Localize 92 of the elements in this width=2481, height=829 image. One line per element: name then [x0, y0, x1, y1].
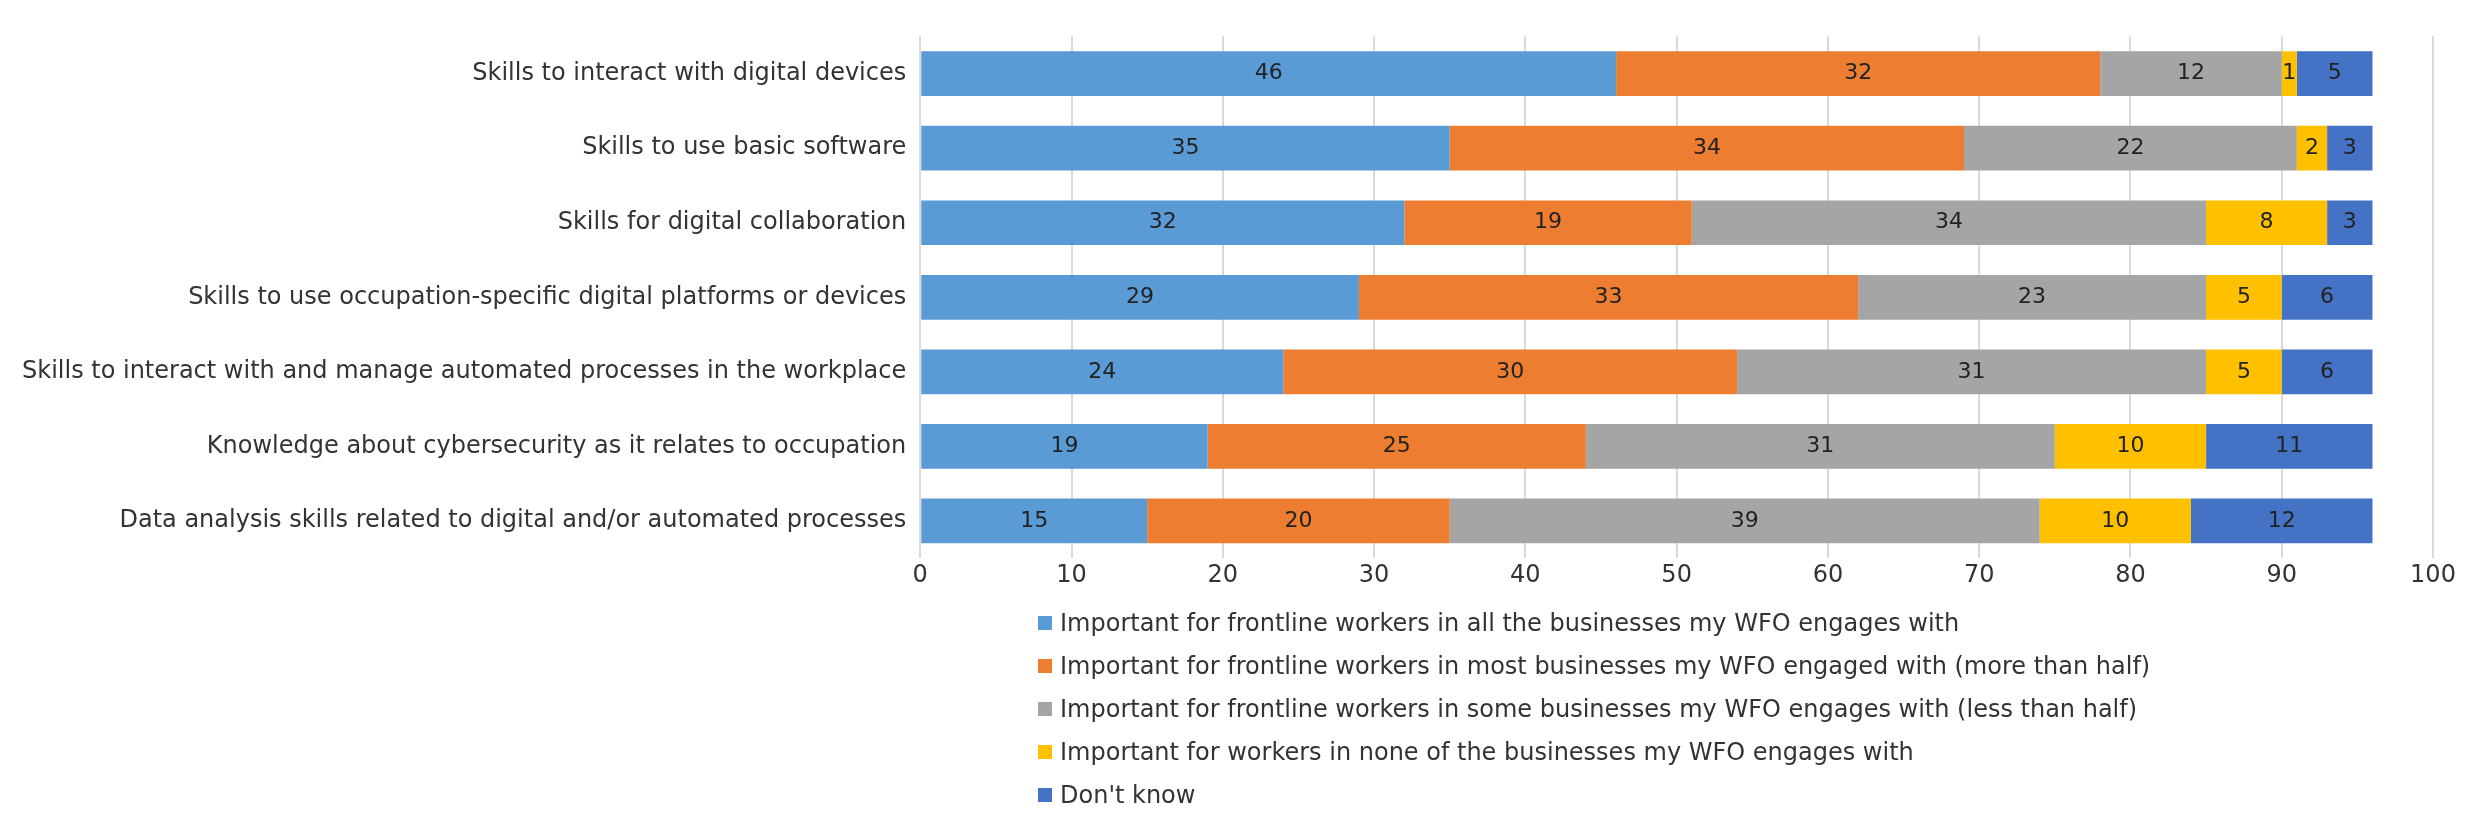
data-label: 6	[2320, 357, 2335, 383]
bar	[921, 200, 1405, 246]
x-tick-label: 60	[1812, 559, 1844, 588]
y-tick-label: Skills to interact with and manage automated processes in the workplace	[22, 356, 907, 385]
data-label: 34	[1934, 208, 1963, 234]
bar	[2190, 498, 2373, 544]
x-tick-label: 30	[1358, 559, 1390, 588]
bar	[1358, 274, 1859, 320]
bar	[2100, 51, 2282, 97]
bar	[2296, 51, 2373, 97]
data-label: 10	[2101, 506, 2130, 532]
data-label: 30	[1496, 357, 1525, 383]
bar	[2327, 125, 2373, 171]
bar	[921, 51, 1617, 97]
bar	[2206, 349, 2282, 395]
x-tick-label: 50	[1661, 559, 1692, 588]
data-label: 33	[1594, 283, 1623, 309]
x-tick-label: 70	[1963, 559, 1995, 588]
legend-label: Important for frontline workers in some businesses my WFO engages with (less than half)	[1060, 694, 2138, 723]
bar	[2039, 498, 2191, 544]
bar	[2206, 274, 2282, 320]
data-label: 12	[2176, 59, 2205, 85]
bar	[921, 274, 1359, 320]
bar	[921, 498, 1148, 544]
y-tick-label: Skills to interact with digital devices	[472, 57, 907, 86]
legend-label: Important for workers in none of the businesses my WFO engages with	[1060, 737, 1914, 766]
data-label: 8	[2259, 208, 2274, 234]
bar	[2281, 349, 2373, 395]
data-label: 3	[2342, 208, 2357, 234]
bar	[2206, 424, 2373, 469]
x-tick-label: 20	[1207, 559, 1239, 588]
data-label: 31	[1806, 432, 1835, 458]
y-tick-label: Skills for digital collaboration	[557, 206, 907, 235]
data-label: 25	[1382, 432, 1411, 458]
data-label: 31	[1957, 357, 1986, 383]
bar	[2327, 200, 2373, 246]
data-label: 11	[2275, 432, 2304, 458]
legend-label: Important for frontline workers in most businesses my WFO engaged with (more than half)	[1060, 651, 2151, 680]
data-label: 35	[1171, 133, 1200, 159]
bar	[921, 125, 1450, 171]
data-label: 24	[1088, 357, 1117, 383]
bar	[2281, 274, 2373, 320]
bar	[1585, 424, 2055, 469]
data-label: 5	[2327, 59, 2342, 85]
x-tick-label: 40	[1510, 559, 1541, 588]
y-tick-label: Knowledge about cybersecurity as it relates to occupation	[206, 430, 907, 459]
bar	[2054, 424, 2207, 469]
bar	[1737, 349, 2207, 395]
bar	[1449, 498, 2040, 544]
data-label: 12	[2267, 506, 2296, 532]
data-label: 2	[2304, 133, 2319, 159]
data-label: 32	[1844, 59, 1873, 85]
data-label: 5	[2236, 283, 2251, 309]
bar	[1283, 349, 1738, 395]
data-label: 19	[1534, 208, 1563, 234]
y-tick-label: Skills to use basic software	[582, 132, 907, 161]
data-label: 5	[2236, 357, 2251, 383]
data-label: 6	[2320, 283, 2335, 309]
x-tick-label: 80	[2115, 559, 2146, 588]
bar	[1207, 424, 1586, 469]
data-label: 19	[1050, 432, 1079, 458]
x-tick-label: 0	[912, 559, 928, 588]
data-label: 32	[1148, 208, 1177, 234]
data-label: 1	[2282, 59, 2297, 85]
x-tick-label: 90	[2266, 559, 2297, 588]
data-label: 15	[1020, 506, 1049, 532]
bar	[921, 424, 1208, 469]
bar	[1691, 200, 2207, 246]
bar	[921, 349, 1284, 395]
x-tick-label: 10	[1056, 559, 1087, 588]
bar	[1616, 51, 2101, 97]
bar	[2296, 125, 2328, 171]
data-label: 34	[1692, 133, 1721, 159]
x-tick-label: 100	[2410, 559, 2456, 588]
data-label: 29	[1126, 283, 1155, 309]
data-label: 10	[2116, 432, 2145, 458]
bar	[1858, 274, 2207, 320]
bar	[2206, 200, 2328, 246]
data-label: 20	[1284, 506, 1313, 532]
data-label: 39	[1730, 506, 1759, 532]
bar	[1147, 498, 1450, 544]
data-label: 3	[2342, 133, 2357, 159]
y-tick-label: Data analysis skills related to digital and/or automated processes	[119, 505, 907, 534]
legend-label: Important for frontline workers in all the businesses my WFO engages with	[1060, 608, 1960, 637]
bar	[1964, 125, 2297, 171]
bar	[1404, 200, 1692, 246]
legend-label: Don't know	[1060, 780, 1196, 809]
data-label: 22	[2116, 133, 2145, 159]
bar	[1449, 125, 1965, 171]
data-label: 46	[1254, 59, 1283, 85]
data-label: 23	[2018, 283, 2047, 309]
y-tick-label: Skills to use occupation-specific digital platforms or devices	[188, 281, 907, 310]
